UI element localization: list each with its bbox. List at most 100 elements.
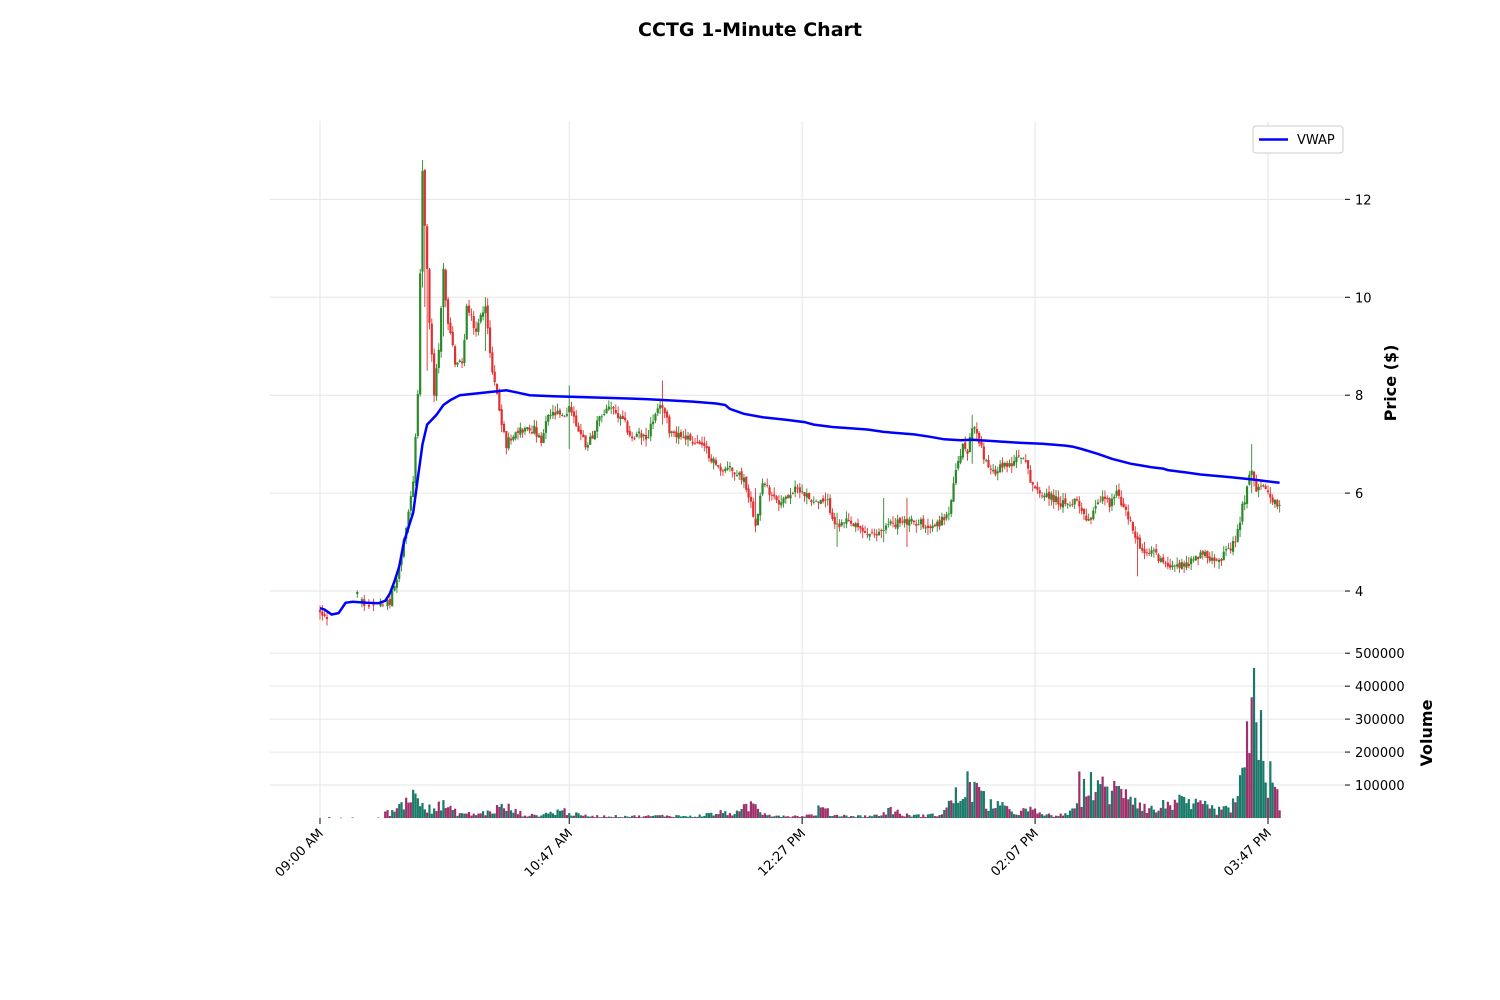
candle-body — [619, 416, 622, 420]
candle-body — [1169, 564, 1172, 568]
time-tick-label: 12:27 PM — [755, 826, 808, 879]
candle-body — [912, 520, 916, 523]
candle-body — [710, 458, 713, 462]
candle-body — [1145, 552, 1148, 554]
volume-bar — [596, 815, 599, 818]
candle — [1194, 555, 1197, 562]
volume-bar — [749, 801, 753, 818]
candle — [1164, 560, 1167, 568]
candle — [1087, 513, 1090, 522]
candle — [651, 414, 655, 429]
candle — [638, 427, 641, 439]
candle-body — [1127, 511, 1130, 520]
candle-body — [915, 524, 918, 526]
candle-body — [1017, 455, 1020, 457]
candle — [1006, 460, 1009, 473]
candle — [791, 491, 794, 495]
candle — [915, 519, 918, 533]
volume-bar — [980, 790, 983, 818]
candle-body — [831, 512, 834, 519]
candle — [1243, 495, 1246, 511]
volume-bar — [1136, 808, 1139, 818]
volume-bar — [891, 814, 895, 818]
candle — [1040, 492, 1044, 499]
volume-bar — [472, 813, 475, 818]
candle-body — [593, 430, 596, 440]
legend-box — [1252, 125, 1344, 154]
candle — [922, 515, 925, 530]
candle-body — [782, 498, 785, 504]
volume-bar — [989, 799, 992, 818]
volume-bar — [416, 798, 419, 818]
volume-bar — [1124, 789, 1128, 818]
candle — [1136, 532, 1139, 577]
volume-bar — [570, 815, 573, 818]
candle — [1094, 499, 1097, 514]
candle-body — [777, 500, 780, 505]
volume-bar — [1231, 798, 1235, 818]
candle — [1250, 444, 1253, 494]
candle-body — [1001, 462, 1004, 468]
candle-body — [563, 416, 566, 418]
candle — [435, 363, 438, 401]
candle — [719, 463, 722, 476]
candle — [440, 306, 443, 358]
volume-bar — [731, 815, 734, 818]
volume-bar — [547, 813, 550, 818]
candle-body — [391, 590, 394, 607]
volume-bar — [1024, 808, 1027, 818]
candle-body — [589, 436, 592, 445]
candle — [1050, 491, 1053, 506]
candle — [794, 480, 797, 498]
candle — [1173, 564, 1176, 572]
candle-body — [647, 437, 650, 438]
volume-bar — [444, 808, 447, 818]
volume-bar — [1094, 792, 1097, 818]
volume-bar — [1234, 802, 1237, 818]
volume-bar — [635, 817, 638, 818]
candle-body — [463, 339, 466, 364]
candle-body — [1162, 557, 1165, 563]
volume-bar — [1108, 804, 1111, 818]
volume-bar — [994, 808, 997, 818]
volume-bar — [705, 813, 708, 818]
candle-body — [1117, 489, 1121, 496]
time-axis-ticks: 09:00 AM 10:47 AM 12:27 PM 02:07 PM 03:47 PM — [273, 818, 1275, 880]
candle — [824, 492, 827, 508]
candle-body — [1124, 506, 1128, 510]
candle — [654, 412, 657, 424]
candle — [731, 467, 734, 478]
volume-bar — [572, 815, 575, 818]
volume-bar — [442, 800, 445, 818]
candle-body — [1103, 496, 1107, 499]
candle — [1255, 474, 1258, 492]
candle — [640, 429, 643, 445]
candle — [789, 487, 792, 505]
candle — [1236, 524, 1239, 543]
volume-bar — [672, 817, 676, 818]
volume-bar — [787, 816, 790, 818]
volume-bar — [386, 810, 389, 818]
candle — [1020, 457, 1023, 465]
candle-body — [1061, 500, 1065, 508]
volume-bar — [1003, 805, 1006, 818]
candle — [1059, 496, 1062, 510]
candle-body — [752, 501, 755, 517]
candle-body — [866, 533, 869, 535]
candle — [831, 508, 834, 521]
candle — [908, 516, 911, 533]
candle-body — [414, 436, 417, 484]
candle — [994, 465, 997, 477]
price-axis-label: Price ($) — [1381, 345, 1400, 422]
candle-body — [842, 522, 846, 524]
volume-bar — [556, 809, 559, 818]
candle-body — [547, 414, 550, 422]
volume-bar — [968, 782, 971, 818]
candle-body — [449, 322, 452, 334]
candle — [1043, 492, 1046, 502]
candle — [859, 525, 862, 534]
candle — [1229, 542, 1232, 554]
candle-body — [495, 383, 499, 394]
volume-bar — [1259, 710, 1263, 818]
candle — [1155, 543, 1158, 556]
